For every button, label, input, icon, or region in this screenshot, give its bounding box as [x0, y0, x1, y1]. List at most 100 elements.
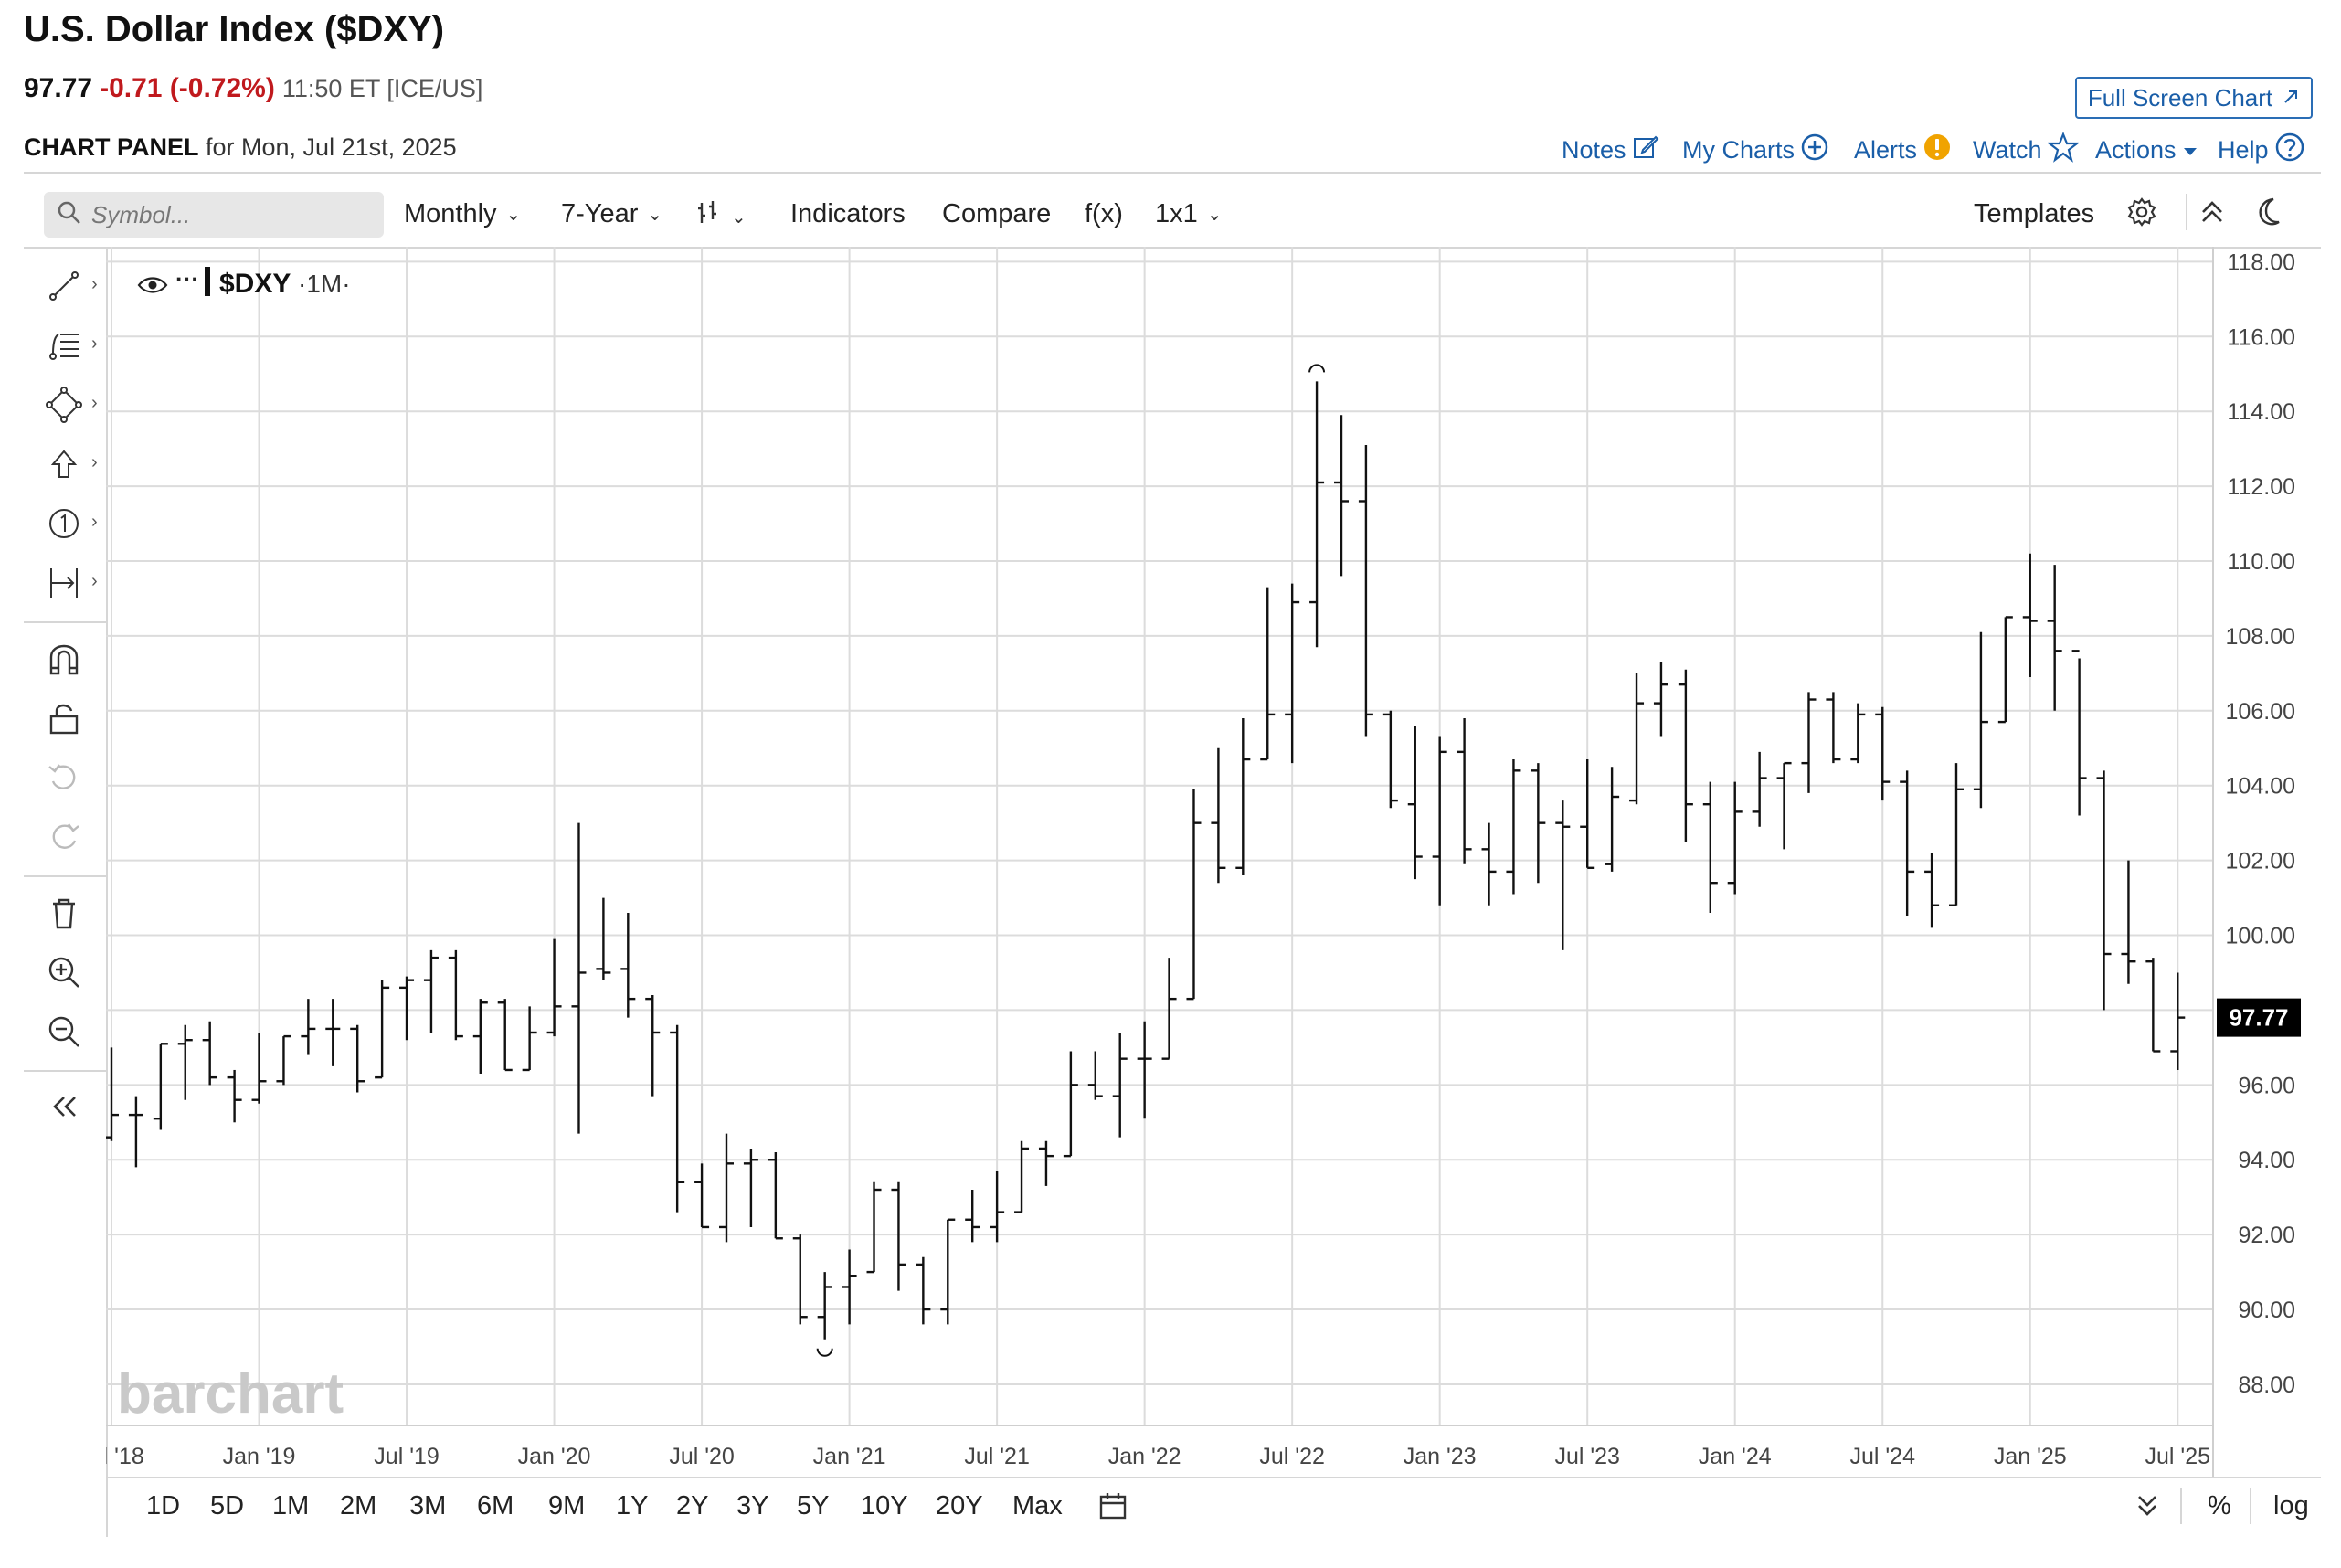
range-button-2m[interactable]: 2M: [340, 1491, 377, 1520]
help-link[interactable]: Help: [2218, 132, 2305, 168]
alerts-link[interactable]: Alerts: [1854, 132, 1952, 168]
indicators-button[interactable]: Indicators: [790, 199, 906, 229]
tools-divider: [24, 875, 106, 877]
range-button-2y[interactable]: 2Y: [676, 1491, 709, 1520]
ohlc-bar: [866, 1181, 882, 1274]
range-button-3m[interactable]: 3M: [409, 1491, 447, 1520]
magnet-tool[interactable]: [24, 636, 106, 682]
watch-link[interactable]: Watch: [1973, 131, 2080, 168]
x-tick-label: Jul '25: [2145, 1444, 2210, 1469]
ohlc-bar: [694, 1163, 710, 1229]
range-button-20y[interactable]: 20Y: [936, 1491, 983, 1520]
ohlc-bar: [472, 999, 488, 1075]
range-button-max[interactable]: Max: [1012, 1491, 1063, 1520]
interval-dropdown[interactable]: Monthly ⌄: [404, 199, 521, 229]
range-button-5d[interactable]: 5D: [210, 1491, 245, 1520]
x-tick-label: Jul '23: [1554, 1444, 1619, 1469]
ohlc-bar: [1605, 767, 1620, 872]
range-button-1m[interactable]: 1M: [272, 1491, 310, 1520]
shape-tool[interactable]: ›: [24, 382, 106, 428]
ohlc-bar: [1260, 587, 1276, 761]
ohlc-bars: [106, 364, 2186, 1357]
eye-icon[interactable]: [137, 277, 168, 293]
ohlc-bar: [1997, 616, 2013, 724]
range-button-6m[interactable]: 6M: [477, 1491, 514, 1520]
caret-down-icon: [2182, 136, 2198, 164]
delete-button[interactable]: [24, 890, 106, 936]
arrow-tool[interactable]: ›: [24, 441, 106, 487]
templates-button[interactable]: Templates: [1974, 199, 2094, 229]
x-tick-label: Jul '22: [1259, 1444, 1324, 1469]
ohlc-bar: [2047, 565, 2062, 711]
watch-label: Watch: [1973, 135, 2042, 164]
y-tick-label: 94.00: [2238, 1148, 2295, 1173]
up-arrow-icon: [50, 450, 78, 478]
range-button-1y[interactable]: 1Y: [616, 1491, 649, 1520]
function-label: f(x): [1085, 199, 1123, 228]
redo-button[interactable]: [24, 814, 106, 860]
measure-tool[interactable]: ›: [24, 560, 106, 606]
fibonacci-tool[interactable]: ›: [24, 323, 106, 368]
barchart-watermark: barchart: [117, 1362, 344, 1425]
ohlc-bar: [106, 1047, 119, 1141]
price-chart[interactable]: barchart 88.00 90.00 92.00 94.00 96.00 100.00…: [106, 247, 2321, 1477]
chevron-right-icon: ›: [91, 571, 98, 591]
period-dropdown[interactable]: 7-Year ⌄: [561, 199, 662, 229]
range-button-10y[interactable]: 10Y: [861, 1491, 908, 1520]
search-placeholder: Symbol...: [91, 200, 191, 228]
bottom-divider: [106, 1477, 2321, 1478]
tools-divider: [24, 1070, 106, 1072]
ohlc-bar: [596, 897, 611, 980]
notes-link[interactable]: Notes: [1562, 132, 1659, 168]
ohlc-bar: [448, 949, 463, 1041]
x-tick-label: Jul '24: [1849, 1444, 1915, 1469]
y-tick-label: 100.00: [2226, 924, 2295, 949]
range-button-9m[interactable]: 9M: [548, 1491, 586, 1520]
zoom-out-button[interactable]: [24, 1009, 106, 1054]
function-button[interactable]: f(x): [1085, 199, 1123, 229]
ohlc-bar: [2121, 860, 2136, 984]
range-selector-bar: 1D 5D 1M 2M 3M 6M 9M 1Y 2Y 3Y 5Y 10Y 20Y Max % log: [106, 1478, 2321, 1533]
collapse-down-icon[interactable]: [2134, 1491, 2160, 1525]
x-tick-label: Jan '21: [813, 1444, 886, 1469]
header-divider: [24, 172, 2321, 174]
ohlc-bar: [1506, 759, 1521, 895]
collapse-up-icon[interactable]: [2198, 197, 2226, 227]
my-charts-link[interactable]: My Charts: [1682, 132, 1829, 168]
ohlc-bar: [276, 1034, 291, 1086]
more-options-icon[interactable]: ···: [175, 265, 199, 292]
lock-tool[interactable]: [24, 695, 106, 741]
range-button-1d[interactable]: 1D: [146, 1491, 181, 1520]
log-scale-toggle[interactable]: log: [2273, 1491, 2309, 1520]
x-axis: Jul '18 Jan '19 Jul '19 Jan '20 Jul '20 Jan '…: [106, 1444, 2210, 1469]
annotation-tool[interactable]: ›: [24, 501, 106, 546]
percent-scale-toggle[interactable]: %: [2208, 1491, 2231, 1520]
chart-type-dropdown[interactable]: ⌄: [694, 199, 747, 234]
settings-gear-icon[interactable]: [2125, 196, 2158, 228]
bottom-divider-vertical: [2250, 1488, 2251, 1524]
quote-line: 97.77 -0.71 (-0.72%) 11:50 ET [ICE/US]: [24, 73, 482, 104]
undo-button[interactable]: [24, 755, 106, 800]
zoom-in-icon: [48, 957, 79, 988]
actions-menu[interactable]: Actions: [2095, 132, 2198, 168]
layout-dropdown[interactable]: 1x1 ⌄: [1155, 199, 1223, 229]
calendar-icon[interactable]: [1098, 1491, 1128, 1525]
ohlc-bar: [1949, 763, 1964, 906]
zoom-in-button[interactable]: [24, 949, 106, 995]
ohlc-bar: [1653, 662, 1668, 737]
trendline-icon: [49, 271, 79, 301]
range-button-3y[interactable]: 3Y: [736, 1491, 769, 1520]
ohlc-bar: [1063, 1051, 1078, 1158]
ohlc-bar: [1457, 718, 1472, 864]
y-tick-label: 114.00: [2227, 399, 2295, 425]
my-charts-label: My Charts: [1682, 135, 1795, 164]
range-button-5y[interactable]: 5Y: [797, 1491, 830, 1520]
full-screen-chart-button[interactable]: Full Screen Chart: [2075, 77, 2313, 119]
dark-mode-moon-icon[interactable]: [2253, 196, 2286, 228]
compare-button[interactable]: Compare: [942, 199, 1051, 229]
ohlc-bar: [1186, 789, 1202, 1001]
trendline-tool[interactable]: ›: [24, 263, 106, 309]
collapse-sidebar-button[interactable]: [24, 1084, 106, 1129]
symbol-search-input[interactable]: Symbol...: [44, 192, 384, 238]
x-tick-label: Jul '20: [669, 1444, 734, 1469]
